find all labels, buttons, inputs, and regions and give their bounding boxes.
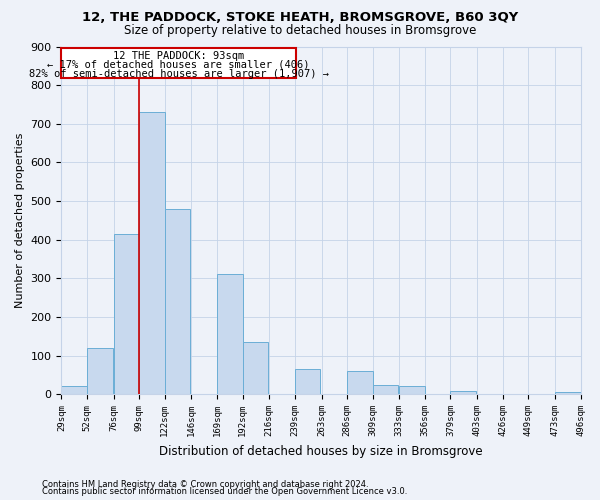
Text: Contains public sector information licensed under the Open Government Licence v3: Contains public sector information licen… [42, 487, 407, 496]
Bar [139, 112, 165, 394]
Bar [61, 386, 87, 394]
Text: ← 17% of detached houses are smaller (406): ← 17% of detached houses are smaller (40… [47, 60, 310, 70]
FancyBboxPatch shape [61, 48, 296, 78]
Text: 82% of semi-detached houses are larger (1,907) →: 82% of semi-detached houses are larger (… [29, 69, 329, 79]
Y-axis label: Number of detached properties: Number of detached properties [15, 132, 25, 308]
Text: 12, THE PADDOCK, STOKE HEATH, BROMSGROVE, B60 3QY: 12, THE PADDOCK, STOKE HEATH, BROMSGROVE… [82, 11, 518, 24]
Bar [451, 391, 476, 394]
Bar [295, 369, 320, 394]
X-axis label: Distribution of detached houses by size in Bromsgrove: Distribution of detached houses by size … [159, 444, 483, 458]
Bar [373, 384, 398, 394]
Bar [217, 274, 242, 394]
Bar [87, 348, 113, 394]
Text: Contains HM Land Registry data © Crown copyright and database right 2024.: Contains HM Land Registry data © Crown c… [42, 480, 368, 489]
Bar [165, 209, 190, 394]
Text: 12 THE PADDOCK: 93sqm: 12 THE PADDOCK: 93sqm [113, 50, 244, 60]
Bar [347, 371, 373, 394]
Bar [400, 386, 425, 394]
Bar [113, 234, 139, 394]
Text: Size of property relative to detached houses in Bromsgrove: Size of property relative to detached ho… [124, 24, 476, 37]
Bar [555, 392, 581, 394]
Bar [242, 342, 268, 394]
